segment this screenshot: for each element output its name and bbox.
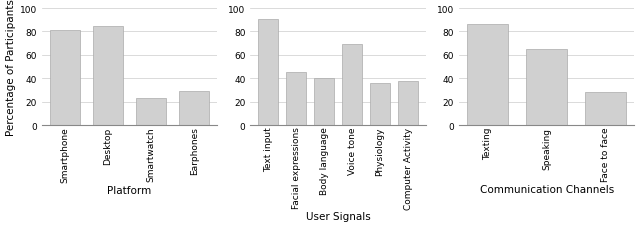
Y-axis label: Percentage of Participants: Percentage of Participants — [6, 0, 15, 136]
Bar — [398, 81, 418, 126]
Bar — [259, 20, 278, 126]
X-axis label: Platform: Platform — [108, 185, 152, 195]
Bar — [286, 73, 306, 126]
Bar — [585, 93, 627, 126]
Bar — [467, 25, 508, 126]
Bar — [314, 79, 334, 126]
Bar — [93, 27, 123, 126]
Bar — [526, 50, 568, 126]
X-axis label: User Signals: User Signals — [306, 212, 371, 222]
Bar — [342, 45, 362, 126]
Bar — [371, 84, 390, 126]
Bar — [179, 92, 209, 126]
Bar — [50, 31, 80, 126]
Bar — [136, 99, 166, 126]
X-axis label: Communication Channels: Communication Channels — [479, 184, 614, 194]
